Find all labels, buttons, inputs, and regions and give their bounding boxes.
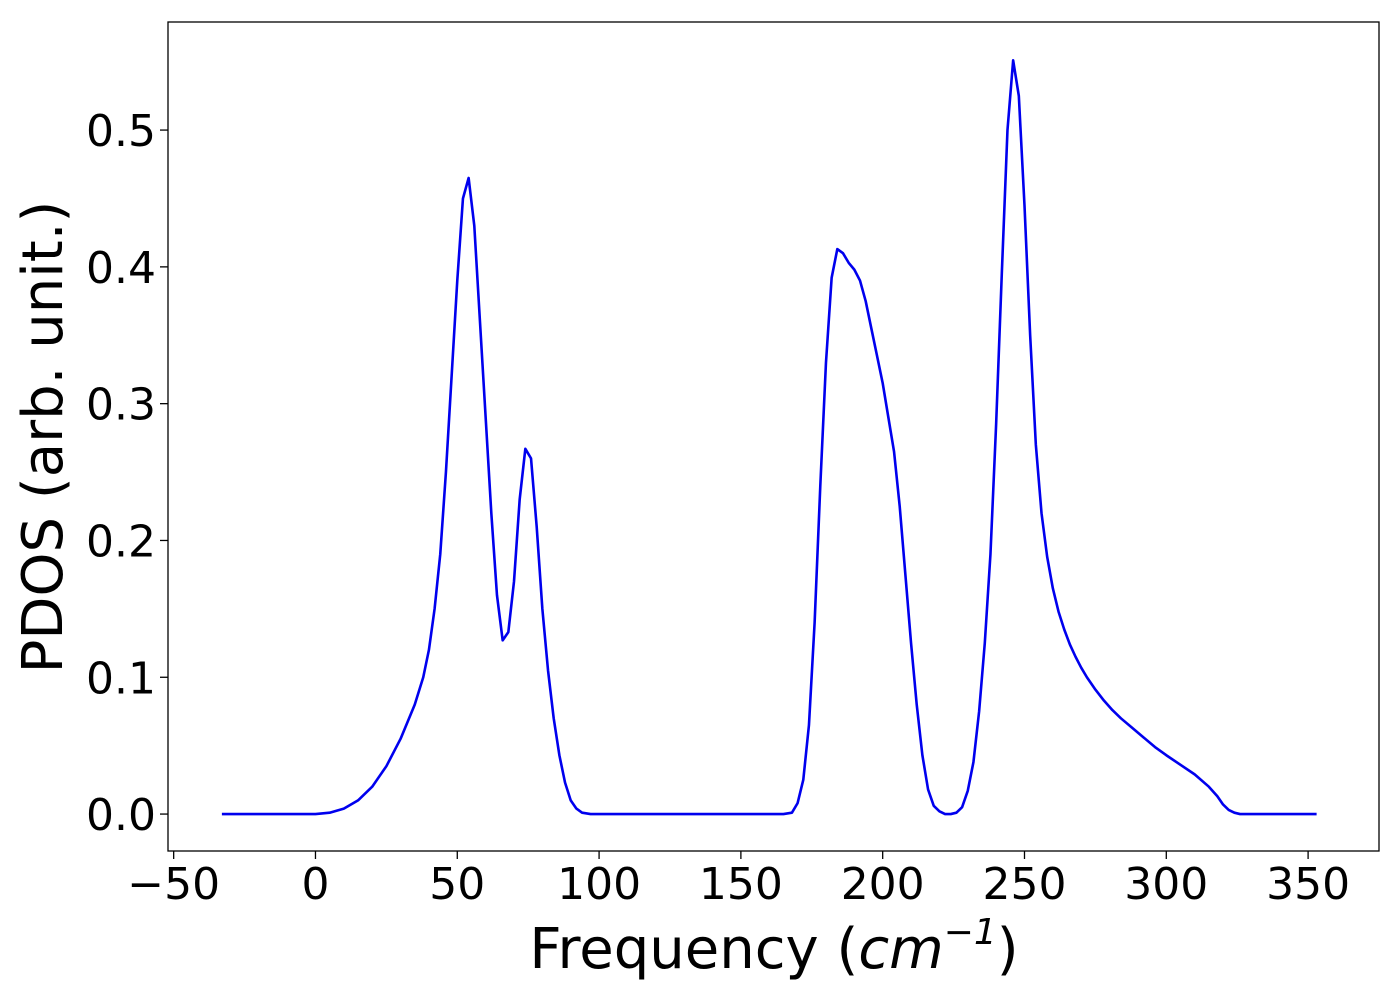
x-tick-label: 150 bbox=[699, 859, 783, 910]
x-tick-label: 300 bbox=[1124, 859, 1208, 910]
x-axis-title-exponent: −1 bbox=[944, 912, 997, 953]
y-tick-label: 0.3 bbox=[86, 380, 156, 431]
y-tick-label: 0.4 bbox=[86, 243, 156, 294]
x-tick-label: 200 bbox=[841, 859, 925, 910]
x-axis-title-unit: cm bbox=[858, 917, 943, 982]
x-axis-title-suffix: ) bbox=[997, 917, 1019, 982]
y-tick-label: 0.1 bbox=[86, 653, 156, 704]
series-line-0 bbox=[221, 59, 1317, 816]
y-tick-label: 0.0 bbox=[86, 790, 156, 841]
x-tick-label: 250 bbox=[982, 859, 1066, 910]
y-axis-title: PDOS (arb. unit.) bbox=[11, 201, 76, 674]
x-axis-ticks: −50 0 50 100 150 200 250 300 350 bbox=[127, 851, 1350, 910]
x-axis-title: Frequency (cm−1) bbox=[529, 912, 1018, 982]
x-axis-title-prefix: Frequency ( bbox=[529, 917, 858, 982]
x-tick-label: −50 bbox=[127, 859, 220, 910]
axes-frame bbox=[167, 21, 1380, 852]
y-axis-ticks: 0.0 0.1 0.2 0.3 0.4 0.5 bbox=[86, 106, 168, 841]
x-tick-label: 350 bbox=[1266, 859, 1350, 910]
x-tick-label: 100 bbox=[557, 859, 641, 910]
y-tick-label: 0.5 bbox=[86, 106, 156, 157]
y-tick-label: 0.2 bbox=[86, 516, 156, 567]
x-tick-label: 0 bbox=[301, 859, 329, 910]
x-tick-label: 50 bbox=[429, 859, 485, 910]
plot-area bbox=[221, 59, 1317, 816]
